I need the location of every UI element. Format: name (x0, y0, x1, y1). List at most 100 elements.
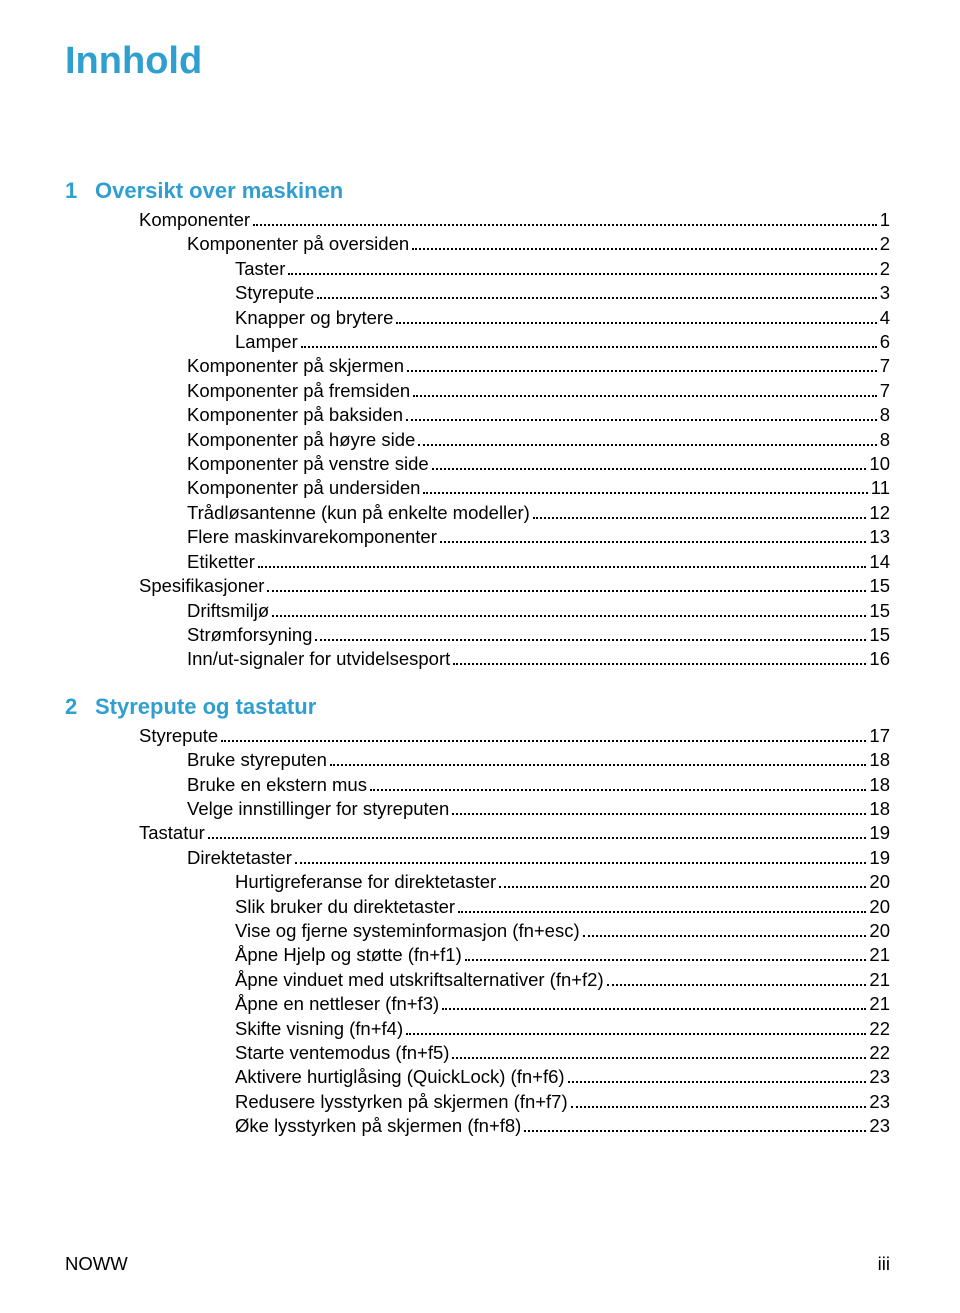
toc-entry[interactable]: Komponenter på baksiden 8 (65, 403, 890, 427)
toc-entry-label: Skifte visning (fn+f4) (235, 1017, 403, 1041)
toc-entry-label: Komponenter på skjermen (187, 354, 404, 378)
toc-entry-page: 19 (869, 821, 890, 845)
toc-entry-label: Øke lysstyrken på skjermen (fn+f8) (235, 1114, 521, 1138)
toc-entry[interactable]: Skifte visning (fn+f4) 22 (65, 1017, 890, 1041)
toc-entry[interactable]: Trådløsantenne (kun på enkelte modeller)… (65, 501, 890, 525)
toc-entry[interactable]: Åpne vinduet med utskriftsalternativer (… (65, 968, 890, 992)
chapter-heading-row: 1Oversikt over maskinen (65, 178, 890, 204)
toc-entry[interactable]: Starte ventemodus (fn+f5) 22 (65, 1041, 890, 1065)
toc-entry-label: Styrepute (139, 724, 218, 748)
toc-leader-dots (607, 984, 867, 986)
toc-entry-page: 19 (869, 846, 890, 870)
toc-entry-page: 21 (869, 943, 890, 967)
toc-leader-dots (423, 492, 867, 494)
toc-entry-page: 21 (869, 992, 890, 1016)
toc-entry[interactable]: Komponenter på fremsiden 7 (65, 379, 890, 403)
toc-entry-label: Komponenter på oversiden (187, 232, 409, 256)
toc-entry-page: 18 (869, 797, 890, 821)
toc-entry-page: 20 (869, 919, 890, 943)
toc-leader-dots (440, 541, 867, 543)
chapter-number: 1 (65, 178, 95, 204)
toc-leader-dots (272, 615, 866, 617)
toc-entry-page: 14 (869, 550, 890, 574)
toc-leader-dots (407, 370, 877, 372)
toc-entry-label: Komponenter på baksiden (187, 403, 403, 427)
chapter-title: Styrepute og tastatur (95, 694, 316, 720)
toc-root: 1Oversikt over maskinenKomponenter 1Komp… (65, 178, 890, 1139)
toc-entry-page: 8 (880, 428, 890, 452)
toc-leader-dots (315, 639, 866, 641)
toc-entry[interactable]: Hurtigreferanse for direktetaster 20 (65, 870, 890, 894)
toc-entry[interactable]: Knapper og brytere 4 (65, 306, 890, 330)
toc-entry[interactable]: Komponenter på undersiden 11 (65, 476, 890, 500)
toc-entry[interactable]: Bruke styreputen 18 (65, 748, 890, 772)
toc-entry[interactable]: Driftsmiljø 15 (65, 599, 890, 623)
toc-entry[interactable]: Øke lysstyrken på skjermen (fn+f8) 23 (65, 1114, 890, 1138)
toc-leader-dots (288, 273, 876, 275)
toc-entry[interactable]: Flere maskinvarekomponenter 13 (65, 525, 890, 549)
toc-chapter: 2Styrepute og tastaturStyrepute 17Bruke … (65, 694, 890, 1139)
toc-entry-page: 20 (869, 870, 890, 894)
toc-entry-page: 18 (869, 748, 890, 772)
toc-entry[interactable]: Komponenter på venstre side 10 (65, 452, 890, 476)
toc-leader-dots (524, 1130, 866, 1132)
toc-entry[interactable]: Aktivere hurtiglåsing (QuickLock) (fn+f6… (65, 1065, 890, 1089)
toc-entry[interactable]: Slik bruker du direktetaster 20 (65, 895, 890, 919)
toc-leader-dots (413, 395, 877, 397)
toc-leader-dots (568, 1081, 867, 1083)
toc-leader-dots (533, 517, 867, 519)
toc-entry[interactable]: Komponenter på oversiden 2 (65, 232, 890, 256)
toc-entry[interactable]: Inn/ut-signaler for utvidelsesport 16 (65, 647, 890, 671)
toc-entry-label: Taster (235, 257, 285, 281)
toc-entry-page: 3 (880, 281, 890, 305)
toc-entry[interactable]: Velge innstillinger for styreputen 18 (65, 797, 890, 821)
toc-leader-dots (221, 740, 866, 742)
chapter-number: 2 (65, 694, 95, 720)
toc-entry[interactable]: Åpne Hjelp og støtte (fn+f1) 21 (65, 943, 890, 967)
toc-entry[interactable]: Styrepute 3 (65, 281, 890, 305)
toc-entry[interactable]: Tastatur 19 (65, 821, 890, 845)
toc-leader-dots (583, 935, 867, 937)
toc-entry[interactable]: Direktetaster 19 (65, 846, 890, 870)
toc-entry-label: Inn/ut-signaler for utvidelsesport (187, 647, 450, 671)
toc-entry-label: Vise og fjerne systeminformasjon (fn+esc… (235, 919, 580, 943)
toc-entry-label: Komponenter på venstre side (187, 452, 429, 476)
toc-entry[interactable]: Vise og fjerne systeminformasjon (fn+esc… (65, 919, 890, 943)
toc-entry-page: 8 (880, 403, 890, 427)
toc-leader-dots (406, 1033, 866, 1035)
toc-entry[interactable]: Strømforsyning 15 (65, 623, 890, 647)
toc-entry[interactable]: Komponenter 1 (65, 208, 890, 232)
toc-leader-dots (330, 764, 867, 766)
page-footer: NOWW iii (65, 1253, 890, 1275)
toc-entry-page: 1 (880, 208, 890, 232)
toc-entry[interactable]: Komponenter på høyre side 8 (65, 428, 890, 452)
toc-entry[interactable]: Styrepute 17 (65, 724, 890, 748)
toc-entry-page: 10 (869, 452, 890, 476)
toc-entry-page: 23 (869, 1114, 890, 1138)
toc-leader-dots (465, 959, 867, 961)
toc-entry[interactable]: Åpne en nettleser (fn+f3) 21 (65, 992, 890, 1016)
toc-entry-page: 22 (869, 1041, 890, 1065)
toc-chapter: 1Oversikt over maskinenKomponenter 1Komp… (65, 178, 890, 672)
toc-leader-dots (452, 1057, 866, 1059)
toc-entry[interactable]: Etiketter 14 (65, 550, 890, 574)
toc-entry[interactable]: Taster 2 (65, 257, 890, 281)
toc-entry-label: Styrepute (235, 281, 314, 305)
toc-leader-dots (442, 1008, 866, 1010)
toc-entry-label: Tastatur (139, 821, 205, 845)
toc-entry-label: Komponenter på fremsiden (187, 379, 410, 403)
toc-entry-label: Flere maskinvarekomponenter (187, 525, 437, 549)
page-title: Innhold (65, 40, 890, 83)
toc-entry-label: Direktetaster (187, 846, 292, 870)
toc-entry[interactable]: Redusere lysstyrken på skjermen (fn+f7) … (65, 1090, 890, 1114)
toc-entry[interactable]: Spesifikasjoner 15 (65, 574, 890, 598)
chapter-title: Oversikt over maskinen (95, 178, 343, 204)
toc-entry[interactable]: Lamper 6 (65, 330, 890, 354)
toc-leader-dots (370, 789, 866, 791)
page-container: Innhold 1Oversikt over maskinenKomponent… (0, 0, 960, 1201)
toc-leader-dots (406, 419, 877, 421)
toc-entry-page: 7 (880, 379, 890, 403)
toc-leader-dots (412, 248, 877, 250)
toc-entry[interactable]: Komponenter på skjermen 7 (65, 354, 890, 378)
toc-entry[interactable]: Bruke en ekstern mus 18 (65, 773, 890, 797)
